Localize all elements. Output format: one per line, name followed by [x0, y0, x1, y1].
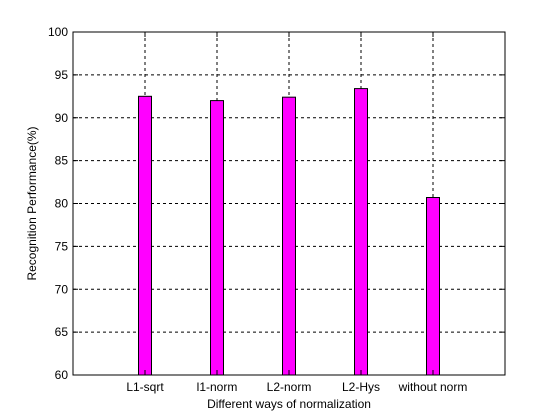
y-tick-label: 60: [55, 368, 69, 382]
bar-l2-norm: [282, 96, 296, 376]
y-tick-label: 100: [48, 25, 68, 39]
y-axis-ticks: 60 65 70 75 80 85 90 95 100: [48, 25, 505, 382]
x-tick-label: without norm: [398, 380, 468, 394]
bar-without-norm: [426, 196, 440, 376]
y-tick-label: 95: [55, 68, 69, 82]
x-axis-label: Different ways of normalization: [207, 397, 371, 411]
x-axis-ticks: L1-sqrt l1-norm L2-norm L2-Hys without norm: [126, 32, 467, 394]
bar-l1-norm: [210, 100, 224, 376]
x-tick-label: L2-Hys: [342, 380, 380, 394]
y-tick-label: 70: [55, 282, 69, 296]
y-tick-label: 85: [55, 154, 69, 168]
bar-l2-hys: [354, 88, 368, 376]
bar-l1-sqrt: [138, 95, 152, 376]
y-tick-label: 65: [55, 325, 69, 339]
x-tick-label: L1-sqrt: [126, 380, 164, 394]
y-tick-label: 90: [55, 111, 69, 125]
y-axis-label: Recognition Performance(%): [25, 126, 39, 280]
bars: [138, 88, 440, 376]
x-tick-label: l1-norm: [197, 380, 238, 394]
y-tick-label: 80: [55, 197, 69, 211]
x-tick-label: L2-norm: [267, 380, 312, 394]
y-tick-label: 75: [55, 239, 69, 253]
